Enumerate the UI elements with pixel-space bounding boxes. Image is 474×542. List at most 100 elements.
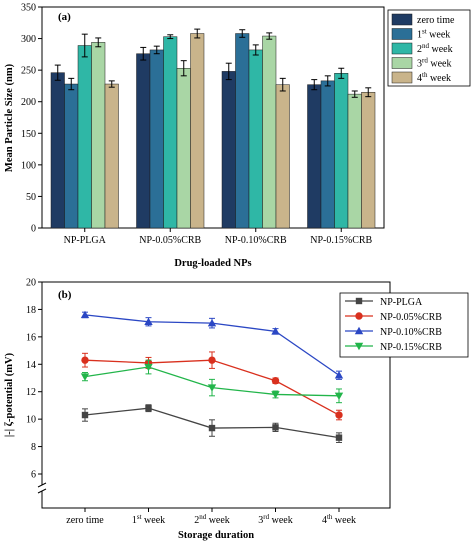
panel-b-plot-frame	[41, 281, 391, 509]
data-point	[208, 424, 216, 432]
legend-swatch	[391, 71, 413, 84]
data-point	[144, 363, 153, 372]
panel-b-line-chart: 6 8 10 12 14 16 18 20 zero time 1st week 2nd week…	[4, 278, 469, 541]
bar	[248, 49, 263, 229]
y-tick-label: 14	[26, 360, 36, 371]
data-point	[271, 327, 280, 335]
bar	[221, 71, 236, 229]
series-group	[81, 404, 343, 443]
legend-swatch	[391, 42, 413, 55]
data-point	[335, 411, 343, 419]
y-tick-label: 200	[21, 97, 36, 108]
data-point	[271, 377, 280, 385]
bar	[320, 80, 335, 229]
axis-break-mark	[37, 482, 47, 488]
data-point	[207, 384, 217, 392]
series-group	[81, 351, 343, 421]
x-tick-label: NP-0.05%CRB	[139, 235, 201, 246]
legend-label: NP-0.10%CRB	[380, 327, 442, 338]
y-tick-label: 100	[21, 160, 36, 171]
data-point	[354, 326, 364, 335]
x-tick-label: NP-0.15%CRB	[310, 235, 372, 246]
data-point	[81, 411, 89, 419]
bar	[104, 83, 119, 229]
axis-break-mark	[37, 488, 47, 494]
data-point	[80, 373, 90, 381]
panel-a-plot-frame	[41, 6, 385, 229]
data-point	[144, 317, 153, 325]
bar	[64, 83, 79, 229]
y-tick-label: 8	[31, 442, 36, 453]
panel-b-y-axis: 6 8 10 12 14 16 18 20	[26, 278, 42, 481]
legend-swatch	[391, 28, 413, 40]
y-tick-label: 300	[21, 34, 36, 45]
series-group	[80, 310, 344, 380]
bar	[275, 84, 290, 229]
data-point	[334, 392, 344, 401]
panel-b-x-axis-title: Storage duration	[178, 530, 254, 541]
x-tick-label: 2nd week	[194, 513, 230, 526]
legend-swatch	[391, 13, 413, 26]
x-tick-label: 4th week	[322, 513, 356, 526]
data-point	[355, 312, 363, 320]
bar	[91, 42, 106, 229]
y-tick-label: 12	[26, 387, 36, 398]
data-point	[271, 391, 280, 399]
y-tick-label: 50	[26, 192, 36, 203]
panel-a-bars	[50, 28, 376, 229]
legend-label: NP-0.15%CRB	[380, 342, 442, 353]
data-point	[207, 318, 217, 327]
y-tick-label: 18	[26, 305, 36, 316]
bar	[50, 72, 65, 229]
data-point	[208, 356, 216, 364]
bar	[77, 45, 92, 229]
bar	[176, 67, 191, 229]
bar	[136, 53, 151, 229]
data-point	[145, 404, 152, 412]
bar	[190, 33, 205, 229]
y-tick-label: 10	[26, 415, 36, 426]
series-group	[80, 359, 344, 404]
data-point	[354, 342, 364, 351]
panel-b-y-axis-title: |-| ζ-potential (mV)	[4, 352, 15, 437]
bar	[361, 91, 376, 229]
panel-a-x-axis: NP-PLGA NP-0.05%CRB NP-0.10%CRB NP-0.15%CRB	[64, 228, 373, 246]
panel-a-y-axis: 0 50 100 150 200 250 300 350	[21, 3, 42, 235]
bar	[347, 93, 362, 229]
legend-swatch	[391, 57, 413, 69]
y-tick-label: 20	[26, 278, 36, 289]
bar	[149, 49, 164, 229]
panel-b-label: (b)	[58, 289, 72, 301]
y-tick-label: 16	[26, 332, 36, 343]
legend-label: 1st week	[417, 28, 450, 41]
legend-label: zero time	[417, 15, 455, 26]
legend-label: NP-PLGA	[380, 297, 423, 308]
y-tick-label: 6	[31, 470, 36, 481]
y-tick-label: 0	[31, 224, 36, 235]
y-tick-label: 250	[21, 66, 36, 77]
y-tick-label: 350	[21, 3, 36, 14]
x-tick-label: NP-PLGA	[64, 235, 107, 246]
bar	[334, 73, 349, 229]
legend-label: NP-0.05%CRB	[380, 312, 442, 323]
data-point	[334, 371, 344, 379]
panel-b-series	[80, 310, 344, 443]
x-tick-label: zero time	[66, 515, 104, 526]
axis-break-gap	[38, 485, 46, 491]
bar	[163, 36, 178, 229]
panel-b-x-axis: zero time 1st week 2nd week 3rd week 4th wee…	[66, 508, 356, 526]
panel-a-label: (a)	[58, 11, 71, 23]
panel-a-x-axis-title: Drug-loaded NPs	[174, 258, 251, 269]
bar	[235, 33, 250, 229]
bar	[307, 84, 322, 229]
data-point	[335, 434, 343, 441]
panel-b-axis-break	[37, 482, 47, 494]
panel-a-y-axis-title: Mean Particle Size (nm)	[4, 63, 15, 172]
panel-b-legend: NP-PLGA NP-0.05%CRB NP-0.10%CRB NP-0.15%CRB	[339, 292, 469, 358]
panel-a-bar-chart: 0 50 100 150 200 250 300 350 NP-PLGA NP-0.05%CRB…	[4, 3, 471, 269]
data-point	[80, 310, 90, 319]
data-point	[81, 356, 89, 364]
y-tick-label: 150	[21, 129, 36, 140]
